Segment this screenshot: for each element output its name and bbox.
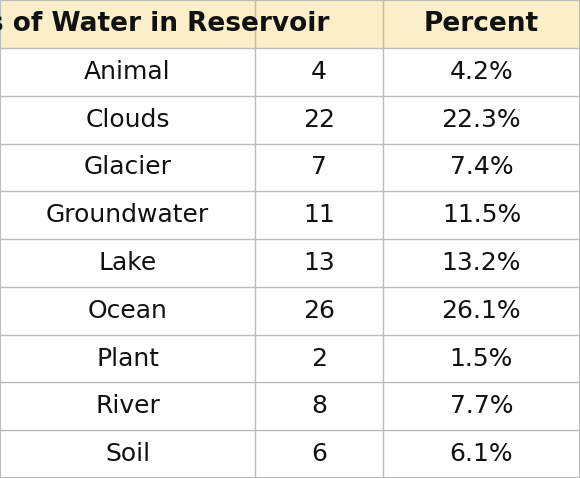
Bar	[0, 239, 580, 287]
Bar	[0, 0, 580, 48]
Text: Lake: Lake	[99, 251, 157, 275]
Text: Plant: Plant	[96, 347, 159, 370]
Text: 13.2%: 13.2%	[441, 251, 521, 275]
Text: 26: 26	[303, 299, 335, 323]
Text: 22.3%: 22.3%	[441, 108, 521, 131]
Text: 11: 11	[303, 203, 335, 227]
Text: Clouds: Clouds	[85, 108, 170, 131]
Text: 7.4%: 7.4%	[450, 155, 513, 179]
Text: 7: 7	[311, 155, 327, 179]
Bar	[0, 287, 580, 335]
Text: 1.5%: 1.5%	[450, 347, 513, 370]
Text: 22: 22	[303, 108, 335, 131]
Bar	[0, 48, 580, 96]
Text: 2: 2	[311, 347, 327, 370]
Bar	[0, 143, 580, 191]
Text: 6.1%: 6.1%	[450, 442, 513, 466]
Text: 6: 6	[311, 442, 327, 466]
Text: Units of Water in Reservoir: Units of Water in Reservoir	[0, 11, 329, 37]
Text: 4: 4	[311, 60, 327, 84]
Bar	[0, 382, 580, 430]
Text: Ocean: Ocean	[88, 299, 168, 323]
Bar	[0, 191, 580, 239]
Text: 13: 13	[303, 251, 335, 275]
Text: Percent: Percent	[424, 11, 539, 37]
Text: Glacier: Glacier	[84, 155, 172, 179]
Text: 4.2%: 4.2%	[450, 60, 513, 84]
Bar	[0, 96, 580, 143]
Text: 8: 8	[311, 394, 327, 418]
Text: 26.1%: 26.1%	[441, 299, 521, 323]
Text: 11.5%: 11.5%	[442, 203, 521, 227]
Text: Soil: Soil	[105, 442, 150, 466]
Text: River: River	[95, 394, 160, 418]
Text: Animal: Animal	[84, 60, 171, 84]
Bar	[0, 335, 580, 382]
Text: Groundwater: Groundwater	[46, 203, 209, 227]
Bar	[0, 430, 580, 478]
Text: 7.7%: 7.7%	[450, 394, 513, 418]
